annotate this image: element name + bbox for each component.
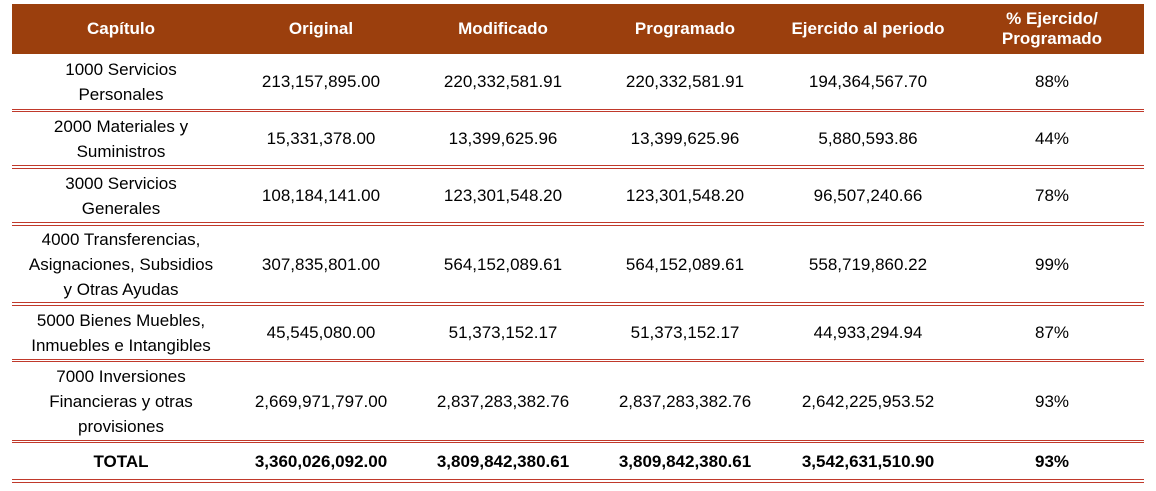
cell-programado: 13,399,625.96 [594,110,776,169]
cell-pct: 78% [960,167,1144,226]
cell-capitulo: 3000 Servicios Generales [12,167,230,226]
cell-ejercido: 44,933,294.94 [776,304,960,362]
cell-modificado: 123,301,548.20 [412,167,594,226]
capitulo-line: 2000 Materiales y [53,116,189,136]
capitulo-line: Suministros [76,141,166,161]
header-ejercido: Ejercido al periodo [776,4,960,54]
total-pct: 93% [960,441,1144,483]
cell-modificado: 2,837,283,382.76 [412,360,594,443]
cell-ejercido: 194,364,567.70 [776,54,960,112]
header-pct-line1: % Ejercido/ [1006,9,1098,28]
total-modificado: 3,809,842,380.61 [412,441,594,483]
header-programado: Programado [594,4,776,54]
table-row: 2000 Materiales y Suministros 15,331,378… [12,110,1144,169]
cell-original: 213,157,895.00 [230,54,412,112]
capitulo-line: 4000 Transferencias, [41,229,201,249]
cell-capitulo: 4000 Transferencias, Asignaciones, Subsi… [12,224,230,306]
cell-programado: 51,373,152.17 [594,304,776,362]
capitulo-line: Asignaciones, Subsidios [28,254,214,274]
table-row: 5000 Bienes Muebles, Inmuebles e Intangi… [12,304,1144,362]
capitulo-line: Generales [81,198,161,218]
capitulo-line: y Otras Ayudas [63,279,179,299]
cell-ejercido: 5,880,593.86 [776,110,960,169]
cell-ejercido: 2,642,225,953.52 [776,360,960,443]
cell-original: 2,669,971,797.00 [230,360,412,443]
cell-capitulo: 5000 Bienes Muebles, Inmuebles e Intangi… [12,304,230,362]
cell-ejercido: 96,507,240.66 [776,167,960,226]
total-row: TOTAL 3,360,026,092.00 3,809,842,380.61 … [12,441,1144,483]
cell-programado: 2,837,283,382.76 [594,360,776,443]
total-original: 3,360,026,092.00 [230,441,412,483]
cell-pct: 88% [960,54,1144,112]
cell-pct: 99% [960,224,1144,306]
cell-modificado: 13,399,625.96 [412,110,594,169]
cell-original: 45,545,080.00 [230,304,412,362]
cell-programado: 564,152,089.61 [594,224,776,306]
capitulo-line: Financieras y otras [49,391,193,411]
cell-modificado: 220,332,581.91 [412,54,594,112]
capitulo-line: 3000 Servicios [65,173,177,193]
cell-original: 108,184,141.00 [230,167,412,226]
capitulo-line: Personales [78,84,164,104]
cell-programado: 220,332,581.91 [594,54,776,112]
table-row: 7000 Inversiones Financieras y otras pro… [12,360,1144,443]
capitulo-line: 7000 Inversiones [56,366,186,386]
table-row: 1000 Servicios Personales 213,157,895.00… [12,54,1144,112]
cell-original: 307,835,801.00 [230,224,412,306]
header-row: Capítulo Original Modificado Programado … [12,4,1144,54]
cell-pct: 44% [960,110,1144,169]
cell-modificado: 564,152,089.61 [412,224,594,306]
cell-ejercido: 558,719,860.22 [776,224,960,306]
header-capitulo: Capítulo [12,4,230,54]
table-body: 1000 Servicios Personales 213,157,895.00… [12,54,1144,483]
cell-pct: 93% [960,360,1144,443]
budget-data-table: Capítulo Original Modificado Programado … [12,4,1144,483]
table-row: 3000 Servicios Generales 108,184,141.00 … [12,167,1144,226]
budget-table: Capítulo Original Modificado Programado … [12,4,1144,483]
header-original: Original [230,4,412,54]
total-label: TOTAL [12,441,230,483]
cell-capitulo: 7000 Inversiones Financieras y otras pro… [12,360,230,443]
cell-capitulo: 1000 Servicios Personales [12,54,230,112]
table-header: Capítulo Original Modificado Programado … [12,4,1144,54]
table-row: 4000 Transferencias, Asignaciones, Subsi… [12,224,1144,306]
capitulo-line: 5000 Bienes Muebles, [36,310,206,330]
header-pct: % Ejercido/ Programado [960,4,1144,54]
header-pct-line2: Programado [1001,29,1103,48]
cell-original: 15,331,378.00 [230,110,412,169]
cell-programado: 123,301,548.20 [594,167,776,226]
cell-modificado: 51,373,152.17 [412,304,594,362]
cell-capitulo: 2000 Materiales y Suministros [12,110,230,169]
capitulo-line: Inmuebles e Intangibles [31,335,211,355]
total-ejercido: 3,542,631,510.90 [776,441,960,483]
header-modificado: Modificado [412,4,594,54]
total-programado: 3,809,842,380.61 [594,441,776,483]
cell-pct: 87% [960,304,1144,362]
capitulo-line: 1000 Servicios [65,59,177,79]
capitulo-line: provisiones [78,416,164,436]
